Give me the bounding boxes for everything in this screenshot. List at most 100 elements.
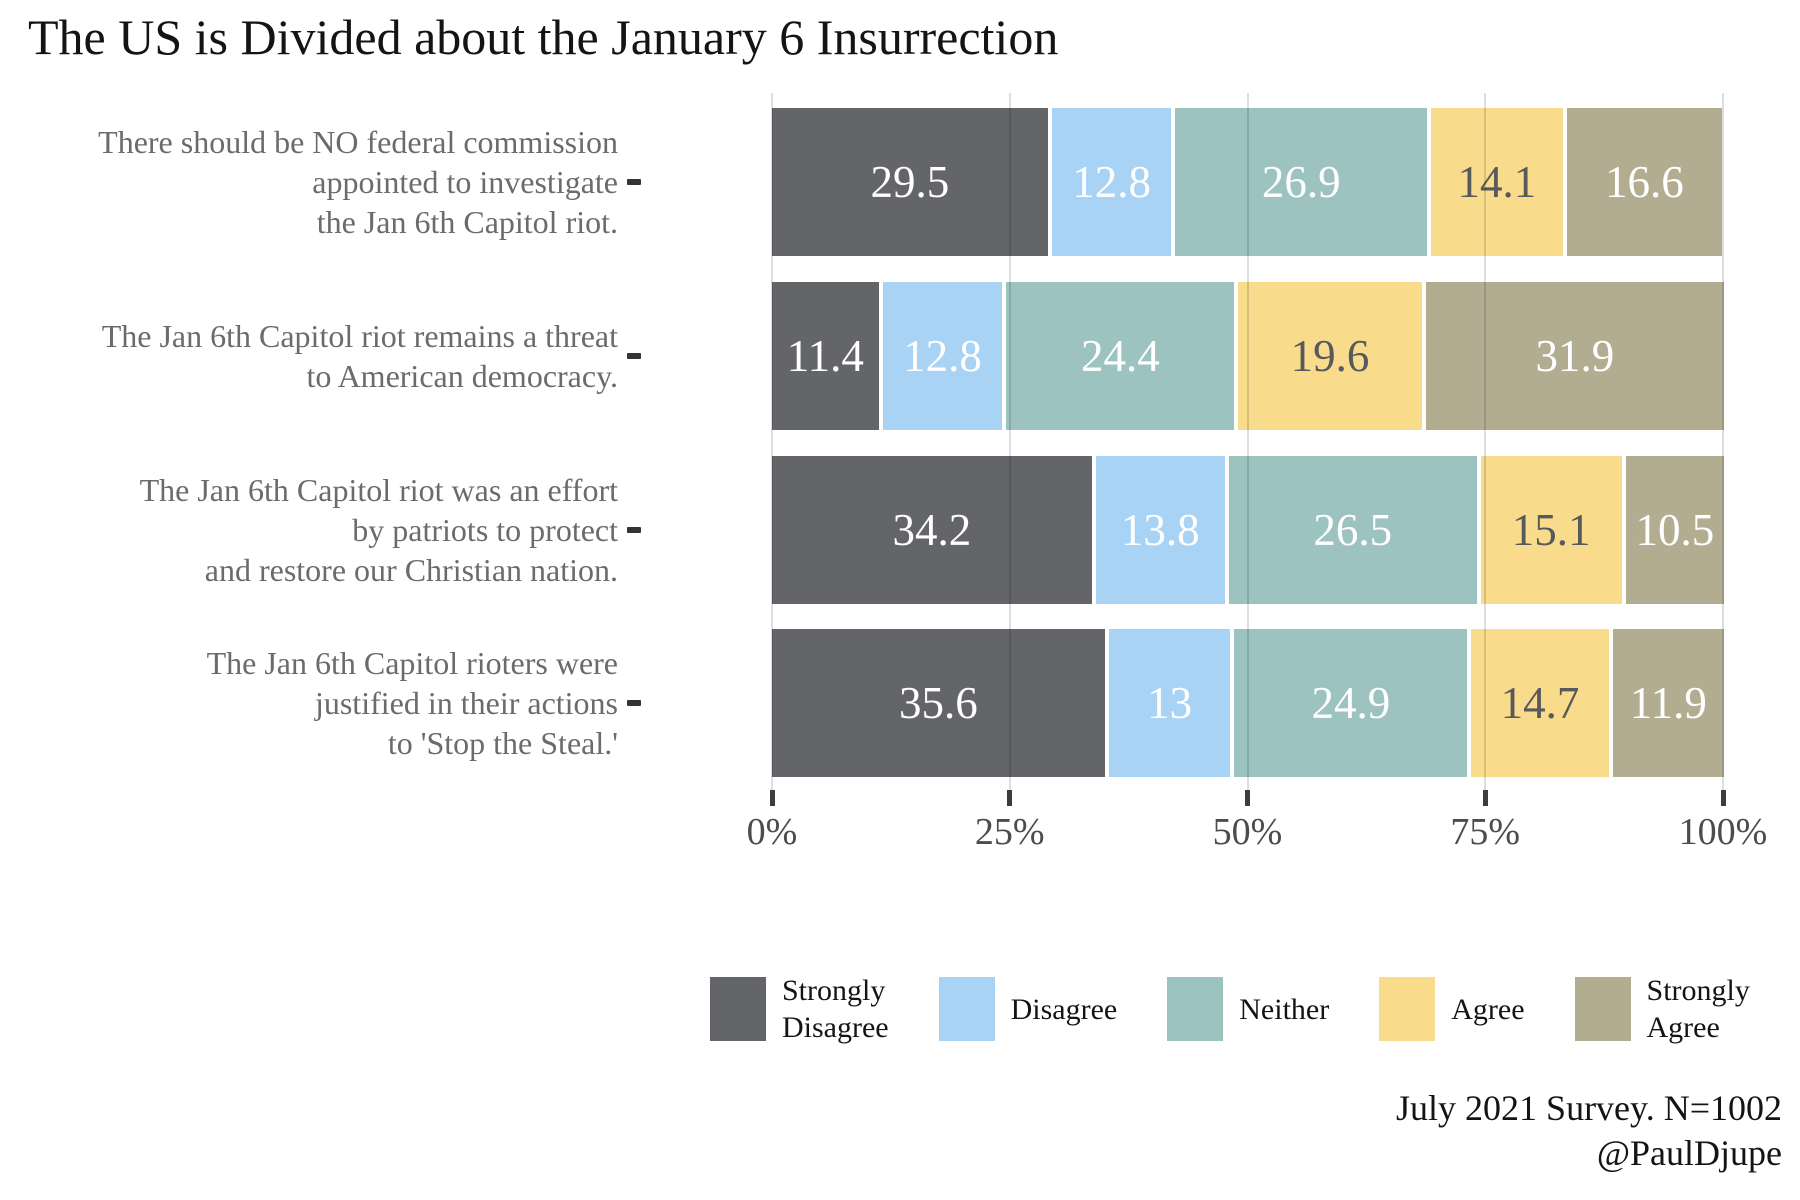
bar-segment-strongly-disagree: 34.2 bbox=[772, 456, 1092, 604]
bar-value-label: 15.1 bbox=[1511, 505, 1591, 555]
bar-value-label: 11.9 bbox=[1629, 678, 1707, 728]
x-axis-tick-25 bbox=[1007, 790, 1013, 806]
category-label-line: to 'Stop the Steal.' bbox=[387, 725, 618, 761]
x-axis-tick-100 bbox=[1720, 790, 1726, 806]
bar-segment-neither: 24.9 bbox=[1234, 629, 1468, 777]
bar-segment-strongly-disagree: 29.5 bbox=[772, 108, 1048, 256]
legend-item-agree: Agree bbox=[1379, 977, 1525, 1041]
bar-value-label: 12.8 bbox=[903, 331, 982, 381]
category-label: There should be NO federal commission app… bbox=[58, 122, 618, 242]
y-axis-tick bbox=[627, 179, 641, 185]
x-axis-tick-label: 0% bbox=[746, 811, 798, 853]
bar-value-label: 26.5 bbox=[1313, 505, 1393, 555]
bar-value-label: 24.9 bbox=[1311, 678, 1391, 728]
legend: Strongly Disagree Disagree Neither Agree Stro… bbox=[710, 972, 1750, 1046]
bar-value-label: 14.7 bbox=[1500, 678, 1580, 728]
legend-label-line: Agree bbox=[1451, 992, 1525, 1026]
legend-label-strongly-disagree: Strongly Disagree bbox=[782, 972, 889, 1046]
category-label-line: and restore our Christian nation. bbox=[204, 552, 618, 588]
legend-label-disagree: Disagree bbox=[1011, 991, 1118, 1028]
bar-value-label: 29.5 bbox=[870, 157, 950, 207]
y-axis-tick bbox=[627, 700, 641, 706]
category-label: The Jan 6th Capitol riot remains a threa… bbox=[58, 316, 618, 396]
bar-value-label: 14.1 bbox=[1457, 157, 1537, 207]
legend-label-line: Strongly bbox=[1646, 974, 1750, 1007]
category-label-line: to American democracy. bbox=[306, 358, 618, 394]
bar-value-label: 12.8 bbox=[1072, 157, 1152, 207]
bar-segment-disagree: 12.8 bbox=[882, 282, 1003, 430]
legend-swatch-strongly-agree bbox=[1574, 977, 1631, 1041]
x-axis-tick-label: 50% bbox=[1212, 811, 1283, 853]
bar-segment-neither: 26.5 bbox=[1228, 456, 1477, 604]
category-label-line: justified in their actions bbox=[314, 685, 618, 721]
bar-segment-strongly-disagree: 35.6 bbox=[772, 629, 1105, 777]
legend-label-line: Neither bbox=[1239, 992, 1330, 1026]
category-label: The Jan 6th Capitol riot was an effort by… bbox=[58, 470, 618, 590]
legend-label-line: Disagree bbox=[782, 1011, 889, 1044]
x-axis-tick-0 bbox=[769, 790, 775, 806]
legend-swatch-agree bbox=[1379, 977, 1436, 1041]
category-label: The Jan 6th Capitol rioters were justifie… bbox=[58, 643, 618, 763]
legend-label-line: Disagree bbox=[1010, 992, 1118, 1026]
x-axis-tick-label: 100% bbox=[1678, 811, 1768, 853]
legend-item-strongly-agree: Strongly Agree bbox=[1574, 972, 1750, 1046]
bar-value-label: 26.9 bbox=[1261, 157, 1341, 207]
legend-swatch-disagree bbox=[938, 977, 995, 1041]
bar-row: 34.2 13.8 26.5 15.1 10.5 bbox=[772, 456, 1724, 604]
bar-segment-strongly-agree: 31.9 bbox=[1425, 282, 1724, 430]
y-axis-tick bbox=[627, 527, 641, 533]
x-axis-tick-label: 75% bbox=[1450, 811, 1521, 853]
category-label-line: The Jan 6th Capitol riot remains a threa… bbox=[101, 318, 618, 354]
legend-label-agree: Agree bbox=[1451, 991, 1524, 1028]
bar-value-label: 13 bbox=[1147, 678, 1193, 728]
caption: July 2021 Survey. N=1002 @PaulDjupe bbox=[1396, 1086, 1782, 1176]
bar-row: 35.6 13 24.9 14.7 11.9 bbox=[772, 629, 1724, 777]
legend-swatch-neither bbox=[1167, 977, 1224, 1041]
legend-label-line: Agree bbox=[1646, 1011, 1720, 1044]
category-label-line: the Jan 6th Capitol riot. bbox=[316, 204, 618, 240]
legend-swatch-strongly-disagree bbox=[710, 977, 766, 1041]
bar-segment-strongly-agree: 10.5 bbox=[1625, 456, 1724, 604]
bar-segment-strongly-agree: 16.6 bbox=[1566, 108, 1723, 256]
legend-label-strongly-agree: Strongly Agree bbox=[1647, 972, 1750, 1046]
category-label-line: appointed to investigate bbox=[312, 164, 618, 200]
bar-segment-strongly-agree: 11.9 bbox=[1612, 629, 1724, 777]
bar-row: 11.4 12.8 24.4 19.6 31.9 bbox=[772, 282, 1724, 430]
bar-value-label: 16.6 bbox=[1605, 157, 1684, 207]
legend-item-disagree: Disagree bbox=[938, 977, 1118, 1041]
caption-line: July 2021 Survey. N=1002 bbox=[1396, 1088, 1782, 1128]
bar-value-label: 10.5 bbox=[1635, 505, 1715, 555]
bar-segment-agree: 14.1 bbox=[1431, 108, 1563, 256]
bar-segment-agree: 19.6 bbox=[1238, 282, 1422, 430]
bar-segment-agree: 15.1 bbox=[1480, 456, 1622, 604]
x-axis-tick-75 bbox=[1482, 790, 1488, 806]
category-label-line: The Jan 6th Capitol rioters were bbox=[206, 645, 618, 681]
bar-value-label: 34.2 bbox=[892, 505, 972, 555]
bar-value-label: 35.6 bbox=[899, 678, 978, 728]
chart-title: The US is Divided about the January 6 In… bbox=[28, 9, 1059, 65]
category-label-line: There should be NO federal commission bbox=[98, 124, 618, 160]
category-label-line: The Jan 6th Capitol riot was an effort bbox=[139, 472, 618, 508]
y-axis-tick bbox=[627, 353, 641, 359]
bar-segment-neither: 24.4 bbox=[1006, 282, 1235, 430]
bar-segment-disagree: 13.8 bbox=[1095, 456, 1225, 604]
bar-value-label: 19.6 bbox=[1290, 331, 1370, 381]
bar-segment-strongly-disagree: 11.4 bbox=[772, 282, 879, 430]
bar-segment-disagree: 12.8 bbox=[1051, 108, 1172, 256]
bar-value-label: 11.4 bbox=[786, 331, 864, 381]
bar-value-label: 31.9 bbox=[1535, 331, 1615, 381]
x-axis-tick-50 bbox=[1245, 790, 1250, 806]
bar-segment-agree: 14.7 bbox=[1471, 629, 1609, 777]
caption-line: @PaulDjupe bbox=[1596, 1133, 1782, 1173]
category-label-line: by patriots to protect bbox=[352, 512, 618, 548]
legend-label-neither: Neither bbox=[1239, 991, 1329, 1028]
bar-row: 29.5 12.8 26.9 14.1 16.6 bbox=[772, 108, 1723, 256]
bar-value-label: 13.8 bbox=[1120, 505, 1200, 555]
bar-value-label: 24.4 bbox=[1080, 331, 1160, 381]
legend-item-neither: Neither bbox=[1167, 977, 1329, 1041]
x-axis-tick-label: 25% bbox=[974, 811, 1045, 853]
legend-item-strongly-disagree: Strongly Disagree bbox=[710, 972, 889, 1046]
bar-segment-neither: 26.9 bbox=[1175, 108, 1427, 256]
bar-segment-disagree: 13 bbox=[1108, 629, 1231, 777]
